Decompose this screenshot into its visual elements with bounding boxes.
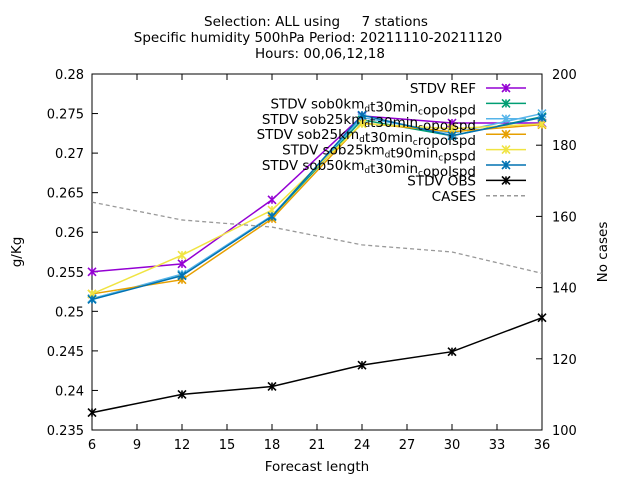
x-tick-label: 36 [534,438,551,453]
chart-title: Selection: ALL using 7 stations Specific… [134,14,502,62]
y2-tick-label: 100 [552,424,577,439]
y2-tick-label: 120 [552,353,577,368]
y-tick-label: 0.24 [55,384,84,399]
data-point [177,389,187,399]
legend-label: STDV sob25kmdt90mincpspd [282,143,476,165]
y2-tick-label: 140 [552,282,577,297]
legend-marker [501,145,511,155]
y-tick-label: 0.26 [55,226,84,241]
y-tick-label: 0.28 [55,68,84,83]
x-tick-label: 15 [219,438,236,453]
y-tick-label: 0.255 [47,266,84,281]
x-tick-label: 9 [133,438,141,453]
series-line [91,316,543,414]
y2-tick-label: 200 [552,68,577,83]
legend-label: STDV sob0kmdt30mincopolspd [270,96,476,118]
x-tick-label: 18 [264,438,281,453]
data-point [537,313,547,323]
y2-tick-label: 180 [552,139,577,154]
series-layer [87,108,547,418]
chart-title-line-2: Specific humidity 500hPa Period: 2021111… [134,30,502,46]
x-axis-label: Forecast length [265,459,369,475]
chart-title-line-3: Hours: 00,06,12,18 [255,46,385,62]
y-tick-label: 0.245 [47,345,84,360]
legend-marker [501,129,511,139]
data-point [267,195,277,205]
y-tick-label: 0.25 [55,305,84,320]
legend-label: CASES [432,189,476,205]
data-point [357,110,367,120]
data-point [447,124,457,134]
x-tick-label: 33 [489,438,506,453]
x-tick-label: 24 [354,438,371,453]
x-tick-label: 27 [399,438,416,453]
legend-entry: STDV sob25kmdt30mincropolspd [257,127,526,149]
legend-marker [501,83,511,93]
data-point [87,408,97,418]
series-line [91,123,543,295]
axes: 6 9 12 15 18 21 24 27 30 33 36 0.235 0.24 0.245 0.25 0.… [47,68,577,453]
x-tick-label: 30 [444,438,461,453]
legend-marker [501,98,511,108]
x-tick-label: 6 [88,438,96,453]
legend-marker [501,175,511,185]
legend-label: STDV OBS [407,173,476,189]
series-stdv-obs [87,313,547,418]
legend-entry: CASES [432,189,526,205]
series-stdv-sob50km-dt30min-copolspd [87,110,547,305]
legend-entry: STDV sob50kmdt30mincopolspd [262,158,526,180]
legend-entry: STDV sob25kmdt30mincopolspd [262,112,526,134]
legend-entry: STDV OBS [407,173,526,189]
y-tick-label: 0.275 [47,108,84,123]
legend-label: STDV sob25kmdt30mincopolspd [262,112,476,134]
data-point [537,112,547,123]
legend-marker [501,114,511,124]
y-tick-label: 0.265 [47,187,84,202]
y-tick-label: 0.27 [55,147,84,162]
y-tick-label: 0.235 [47,424,84,439]
series-line [91,115,542,273]
data-point [267,381,277,392]
chart-title-line-1: Selection: ALL using 7 stations [204,14,428,30]
y-axis-label: g/Kg [9,237,25,268]
legend-entry: STDV sob25kmdt90mincpspd [282,143,526,165]
data-point [447,347,457,357]
data-point [87,267,97,277]
series-line [91,122,543,295]
legend-label: STDV REF [410,81,476,97]
x-tick-label: 21 [309,438,326,453]
data-point [87,294,97,305]
data-point [177,250,187,260]
x-tick-label: 12 [174,438,191,453]
series-line [91,201,543,274]
series-cases [91,201,543,274]
legend-marker [501,160,511,170]
legend-label: STDV sob50kmdt30mincopolspd [262,158,476,180]
data-point [267,211,277,221]
data-point [357,360,367,370]
data-point [177,259,187,269]
data-point [357,119,367,129]
legend-entry: STDV sob0kmdt30mincopolspd [270,96,526,118]
series-line [91,114,543,301]
data-point [177,271,187,281]
data-point [447,131,457,141]
y2-tick-label: 160 [552,210,577,225]
y2-axis-label: No cases [595,222,611,283]
legend-entry: STDV REF [410,81,526,97]
legend-label: STDV sob25kmdt30mincropolspd [257,127,476,149]
